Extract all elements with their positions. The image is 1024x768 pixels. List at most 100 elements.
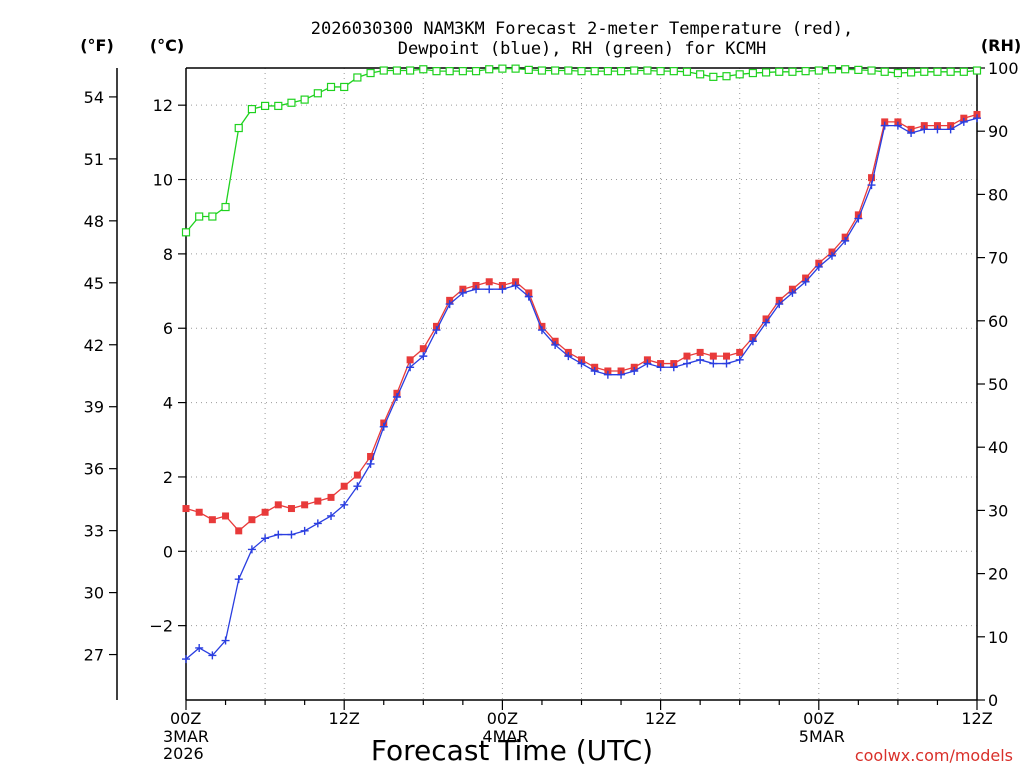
dewpoint-point — [682, 359, 691, 368]
fahrenheit-tick-label: 30 — [84, 584, 104, 603]
temperature-point — [235, 527, 243, 535]
dewpoint-point — [498, 285, 507, 294]
dewpoint-point — [709, 359, 718, 368]
dewpoint-point — [511, 281, 520, 290]
rh-point — [696, 70, 705, 79]
rh-point — [537, 66, 547, 75]
chart-title-line2: Dewpoint (blue), RH (green) for KCMH — [398, 39, 766, 59]
dewpoint-point — [788, 288, 797, 297]
rh-point — [722, 72, 731, 81]
rh-tick-label: 40 — [988, 438, 1008, 457]
rh-point — [893, 68, 903, 78]
rh-point — [524, 65, 533, 74]
rh-tick-label: 0 — [988, 691, 998, 710]
celsius-tick-label: 0 — [163, 542, 173, 561]
rh-point — [906, 68, 916, 77]
fahrenheit-unit-label: (°F) — [80, 36, 114, 55]
rh-point — [366, 68, 375, 78]
dewpoint-point — [577, 359, 586, 368]
tick-labels: 121086420−254514845423936333027100908070… — [84, 59, 1019, 763]
dewpoint-point — [854, 214, 863, 223]
dewpoint-point — [234, 575, 243, 584]
rh-point — [551, 66, 560, 75]
dewpoint-point — [907, 129, 916, 138]
dewpoint-point — [814, 262, 823, 271]
dewpoint-point — [406, 363, 415, 372]
dewpoint-point — [722, 359, 731, 368]
rh-point — [761, 68, 771, 77]
x-tick-label: 12Z — [645, 709, 676, 728]
rh-tick-label: 60 — [988, 312, 1008, 331]
rh-point — [287, 98, 296, 107]
rh-point — [313, 89, 322, 98]
fahrenheit-tick-label: 27 — [84, 646, 104, 665]
rh-point — [432, 67, 441, 76]
rh-point — [392, 66, 402, 75]
rh-point — [379, 66, 388, 75]
celsius-tick-label: 4 — [163, 394, 173, 413]
dewpoint-point — [801, 277, 810, 286]
temperature-point — [208, 516, 216, 524]
rh-tick-label: 30 — [988, 501, 1008, 520]
rh-point — [643, 66, 652, 75]
dewpoint-point — [274, 530, 283, 539]
axes — [109, 67, 985, 710]
rh-point — [669, 67, 678, 76]
dewpoint-point — [551, 340, 560, 349]
rh-point — [485, 65, 494, 74]
rh-point — [234, 123, 243, 133]
rh-point — [841, 65, 850, 74]
rh-point — [880, 67, 889, 76]
fahrenheit-tick-label: 33 — [84, 522, 104, 541]
x-axis-label: Forecast Time (UTC) — [371, 734, 653, 767]
temperature-point — [353, 471, 361, 479]
x-tick-label: 12Z — [329, 709, 360, 728]
celsius-tick-label: −2 — [149, 617, 173, 636]
dewpoint-point — [485, 285, 494, 294]
rh-tick-label: 70 — [988, 249, 1008, 268]
dewpoint-point — [392, 393, 401, 402]
x-tick-label: 00Z — [170, 709, 201, 728]
x-tick-label: 00Z — [803, 709, 834, 728]
rh-point — [261, 101, 270, 111]
data-series — [181, 64, 982, 664]
temperature-point — [683, 352, 691, 360]
dewpoint-point — [419, 352, 428, 361]
rh-tick-label: 50 — [988, 375, 1008, 394]
dewpoint-point — [735, 355, 744, 364]
rh-point — [181, 228, 191, 237]
rh-tick-label: 100 — [988, 59, 1019, 78]
rh-tick-label: 20 — [988, 565, 1008, 584]
rh-point — [709, 72, 718, 81]
credit-text: coolwx.com/models — [855, 746, 1013, 765]
rh-tick-label: 80 — [988, 185, 1008, 204]
dewpoint-point — [247, 545, 256, 554]
rh-point — [458, 67, 467, 76]
dewpoint-point — [353, 482, 362, 491]
x-tick-date: 5MAR — [799, 727, 845, 746]
dewpoint-point — [656, 363, 665, 372]
x-tick-date: 4MAR — [482, 727, 528, 746]
celsius-tick-label: 8 — [163, 245, 173, 264]
rh-point — [748, 68, 757, 78]
temperature-point — [248, 516, 256, 524]
rh-point — [616, 67, 626, 76]
rh-point — [814, 66, 823, 75]
dewpoint-point — [880, 121, 889, 130]
rh-point — [406, 66, 415, 75]
celsius-tick-label: 12 — [153, 96, 173, 115]
fahrenheit-tick-label: 36 — [84, 460, 104, 479]
temperature-point — [406, 356, 414, 364]
rh-point — [946, 67, 955, 76]
rh-point — [445, 67, 454, 76]
fahrenheit-tick-label: 48 — [84, 212, 104, 231]
temperature-point — [736, 348, 744, 356]
rh-point — [867, 66, 876, 75]
rh-point — [775, 67, 784, 76]
celsius-tick-label: 10 — [153, 171, 173, 190]
rh-point — [498, 64, 507, 73]
dewpoint-point — [643, 359, 652, 368]
dewpoint-point — [748, 337, 757, 346]
rh-point — [735, 70, 744, 79]
